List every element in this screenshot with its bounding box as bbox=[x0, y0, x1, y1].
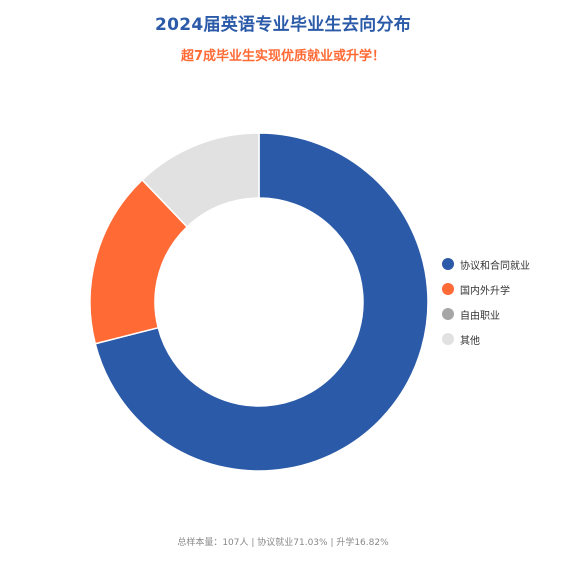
donut-slice-other[interactable] bbox=[141, 132, 260, 228]
legend-swatch-further-study bbox=[442, 283, 454, 295]
legend-label-freelance: 自由职业 bbox=[460, 310, 500, 322]
legend-item-further-study[interactable]: 国内外升学 bbox=[442, 281, 530, 297]
donut-slices bbox=[89, 132, 429, 472]
donut-slice-contract-employment[interactable] bbox=[94, 132, 429, 472]
sample-note: 总样本量：107人 | 协议就业71.03% | 升学16.82% bbox=[177, 538, 389, 548]
chart-subtitle: 超7成毕业生实现优质就业或升学！ bbox=[180, 49, 386, 64]
legend-swatch-other bbox=[442, 333, 454, 345]
legend-swatch-freelance bbox=[442, 308, 454, 320]
legend-item-freelance[interactable]: 自由职业 bbox=[442, 306, 530, 322]
legend-label-contract-employment: 协议和合同就业 bbox=[460, 260, 530, 272]
chart-title: 2024届英语专业毕业生去向分布 bbox=[154, 15, 412, 35]
legend-swatch-contract-employment bbox=[442, 258, 454, 270]
legend-item-contract-employment[interactable]: 协议和合同就业 bbox=[442, 256, 530, 272]
legend-item-other[interactable]: 其他 bbox=[442, 331, 530, 347]
legend-label-other: 其他 bbox=[460, 335, 480, 347]
chart-legend: 协议和合同就业 国内外升学 自由职业 其他 bbox=[442, 256, 530, 356]
legend-label-further-study: 国内外升学 bbox=[460, 285, 510, 297]
